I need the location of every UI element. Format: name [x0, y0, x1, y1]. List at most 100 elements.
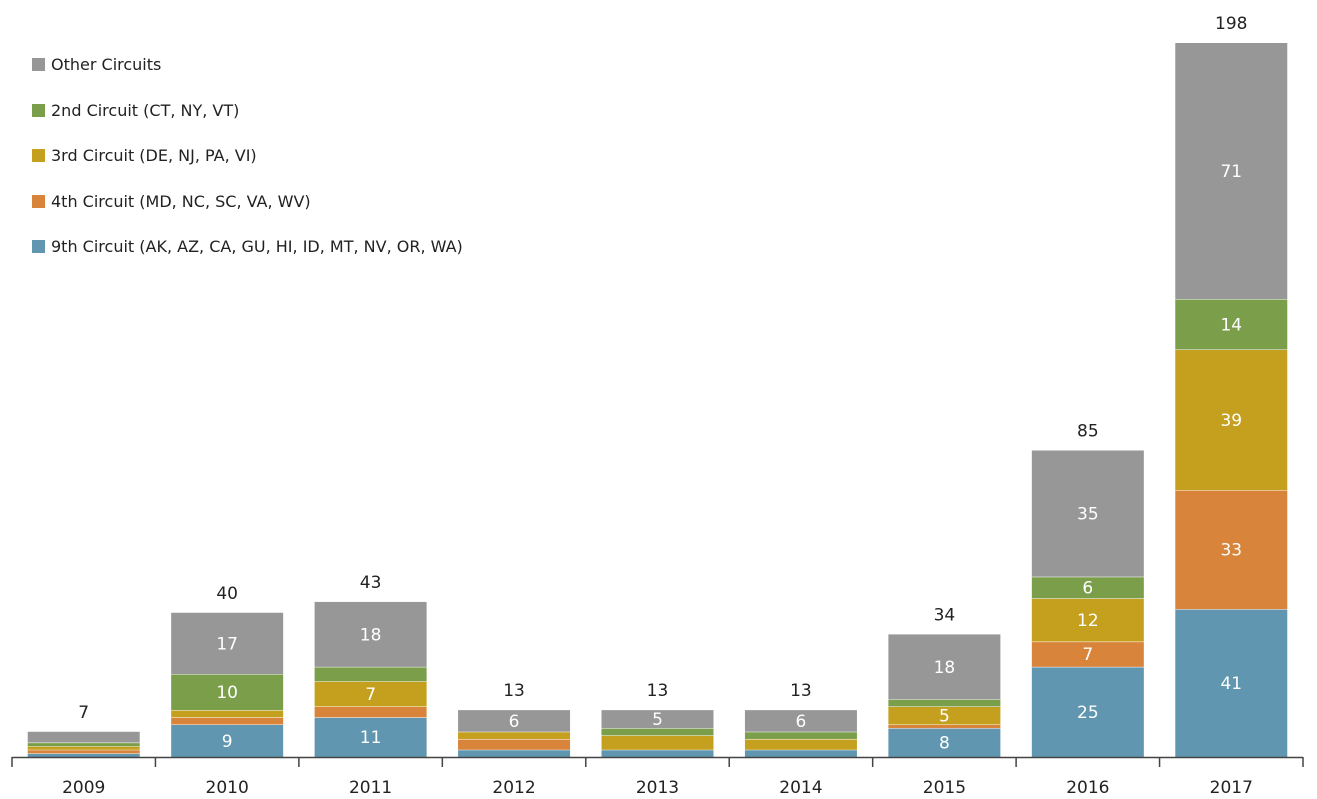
data-labels-layer: 7910174011718436135136138518342571263585… [78, 14, 1247, 754]
data-label: 17 [216, 634, 238, 654]
bar-segment [314, 706, 427, 718]
bar-segment [1031, 666, 1144, 757]
legend-item: 4th Circuit (MD, NC, SC, VA, WV) [32, 179, 463, 225]
bar-segment [171, 612, 284, 675]
bar-segment [888, 706, 1001, 725]
total-label: 85 [1077, 421, 1099, 441]
data-label: 6 [509, 712, 520, 732]
bar-segment [601, 749, 714, 757]
x-axis: 2009 2010 2011 2012 2013 2014 2015 2016 2017 [11, 756, 1304, 798]
data-label: 5 [652, 710, 663, 730]
x-tick-label: 2012 [492, 778, 535, 798]
total-label: 13 [647, 681, 669, 701]
bar-segment [314, 681, 427, 707]
bar-segment [1175, 299, 1288, 350]
data-label: 11 [360, 728, 382, 748]
bar-segment [27, 731, 140, 743]
legend-label: Other Circuits [51, 55, 162, 75]
bar-segment [458, 749, 571, 757]
bar-segment [314, 601, 427, 667]
data-label: 6 [796, 712, 807, 732]
bar-segment [601, 728, 714, 736]
data-label: 8 [939, 734, 950, 754]
data-label: 5 [939, 707, 950, 727]
data-label: 7 [1082, 645, 1093, 665]
legend-swatch [32, 194, 45, 208]
data-label: 7 [365, 685, 376, 705]
total-label: 13 [503, 681, 525, 701]
bar-segment [601, 735, 714, 750]
bar-segment [458, 738, 571, 750]
total-label: 43 [360, 573, 382, 593]
bar-segment [1031, 450, 1144, 577]
legend-label: 3rd Circuit (DE, NJ, PA, VI) [51, 146, 257, 166]
legend-item: 9th Circuit (AK, AZ, CA, GU, HI, ID, MT,… [32, 224, 463, 270]
data-label: 25 [1077, 703, 1099, 723]
bar-segment [314, 717, 427, 757]
bar-segment [27, 753, 140, 757]
bar-segment [888, 724, 1001, 729]
bar-segment [314, 666, 427, 682]
bar-segment [1175, 609, 1288, 757]
data-label: 14 [1220, 315, 1242, 335]
bars-layer [27, 43, 1288, 757]
data-label: 12 [1077, 611, 1099, 631]
data-label: 18 [360, 625, 382, 645]
bar-segment [458, 731, 571, 739]
legend-swatch [32, 58, 45, 72]
x-tick-label: 2013 [636, 778, 679, 798]
legend-swatch [32, 103, 45, 117]
bar-segment [27, 749, 140, 754]
legend-swatch [32, 240, 45, 254]
bar-segment [744, 749, 857, 757]
data-label: 6 [1082, 579, 1093, 599]
x-tick-label: 2009 [62, 778, 105, 798]
bar-segment [458, 710, 571, 732]
legend-item: Other Circuits [32, 42, 463, 88]
bar-segment [1175, 490, 1288, 610]
data-label: 18 [934, 658, 956, 678]
legend-label: 2nd Circuit (CT, NY, VT) [51, 100, 240, 120]
total-label: 34 [934, 605, 956, 625]
legend: Other Circuits 2nd Circuit (CT, NY, VT) 3r… [32, 42, 463, 270]
total-label: 198 [1215, 14, 1247, 34]
bar-segment [1031, 576, 1144, 599]
bar-segment [171, 717, 284, 725]
legend-item: 3rd Circuit (DE, NJ, PA, VI) [32, 133, 463, 179]
total-label: 40 [216, 584, 238, 604]
x-tick-label: 2015 [923, 778, 966, 798]
bar-segment [1031, 641, 1144, 667]
bar-segment [888, 699, 1001, 707]
bar-segment [744, 710, 857, 732]
x-tick-label: 2014 [779, 778, 822, 798]
legend-label: 4th Circuit (MD, NC, SC, VA, WV) [51, 191, 311, 211]
data-label: 10 [216, 683, 238, 703]
data-label: 39 [1220, 411, 1242, 431]
bar-segment [601, 710, 714, 729]
bar-segment [1175, 43, 1288, 300]
bar-segment [1031, 598, 1144, 642]
bar-segment [171, 724, 284, 757]
bar-segment [1175, 349, 1288, 491]
data-label: 71 [1220, 162, 1242, 182]
x-tick-label: 2016 [1066, 778, 1109, 798]
data-label: 33 [1220, 541, 1242, 561]
bar-segment [888, 634, 1001, 700]
total-label: 13 [790, 681, 812, 701]
data-label: 9 [222, 732, 233, 752]
total-label: 7 [78, 703, 89, 723]
bar-segment [744, 738, 857, 750]
data-label: 41 [1220, 674, 1242, 694]
bar-segment [27, 742, 140, 747]
data-label: 35 [1077, 505, 1099, 525]
x-tick-label: 2010 [206, 778, 249, 798]
legend-swatch [32, 149, 45, 163]
bar-segment [888, 728, 1001, 757]
legend-item: 2nd Circuit (CT, NY, VT) [32, 88, 463, 134]
x-tick-label: 2017 [1210, 778, 1253, 798]
legend-label: 9th Circuit (AK, AZ, CA, GU, HI, ID, MT,… [51, 237, 463, 257]
bar-segment [744, 731, 857, 739]
bar-segment [171, 710, 284, 718]
x-tick-label: 2011 [349, 778, 392, 798]
